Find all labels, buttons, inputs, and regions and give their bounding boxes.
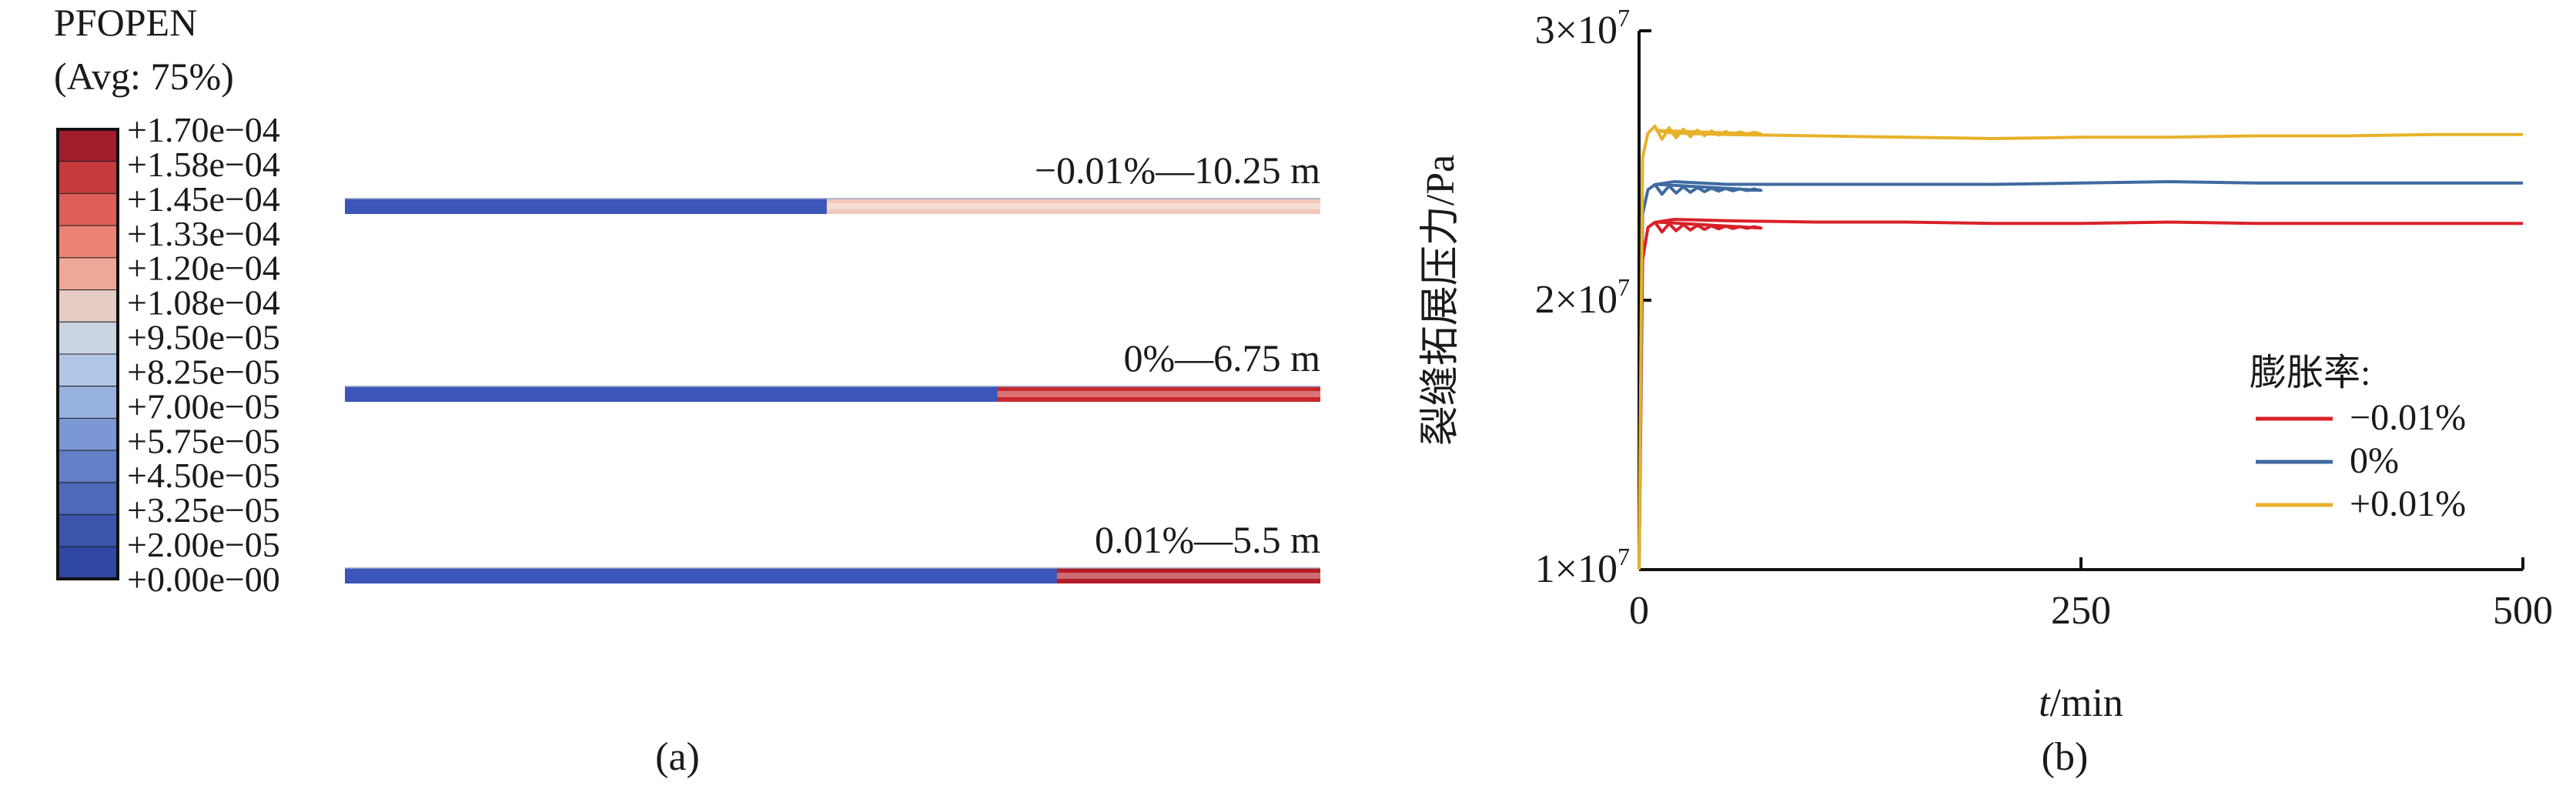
- y-tick-label: 2×107: [1535, 273, 1630, 322]
- legend-title: 膨胀率:: [2250, 353, 2370, 393]
- legend-tick-label: +1.20e−04: [127, 249, 280, 288]
- legend-color-band: [57, 129, 119, 162]
- legend-color-band: [57, 192, 119, 226]
- legend-tick-label: +1.33e−04: [127, 214, 280, 253]
- x-tick-label: 250: [2051, 589, 2111, 633]
- y-tick-base: 2×10: [1535, 278, 1618, 322]
- y-tick-exponent: 7: [1618, 4, 1630, 32]
- legend-item-label: −0.01%: [2350, 397, 2466, 438]
- legend-tick-label: +7.00e−05: [127, 386, 280, 426]
- legend-color-band: [57, 257, 119, 291]
- legend-color-band: [57, 450, 119, 483]
- legend-tick-label: +1.58e−04: [127, 145, 280, 184]
- panel-b: 1×107 2×107 3×107 0 250 500 膨胀率: −0.01% 0% +0.01…: [1324, 0, 2576, 785]
- legend-color-band: [57, 514, 119, 547]
- chart-series: [1638, 124, 2523, 570]
- y-tick-exponent: 7: [1618, 273, 1630, 301]
- panel-a: PFOPEN (Avg: 75%) +1.70e−04 +1.58e−04 +1.4…: [54, 1, 1320, 779]
- chart-legend: 膨胀率:−0.01%0%+0.01%: [2250, 353, 2466, 524]
- legend-color-band: [57, 161, 119, 194]
- legend-title: PFOPEN: [54, 1, 197, 44]
- legend-tick-label: +1.08e−04: [127, 283, 280, 323]
- legend-tick-label: +2.00e−05: [127, 525, 280, 564]
- legend-tick-label: +4.50e−05: [127, 456, 280, 495]
- x-tick-label: 0: [1629, 589, 1649, 633]
- strip-label: 0.01%—5.5 m: [1095, 518, 1320, 561]
- legend-tick-label: +1.45e−04: [127, 179, 280, 219]
- legend-tick-label: +0.00e−00: [127, 560, 280, 599]
- contour-figure: PFOPEN (Avg: 75%) +1.70e−04+1.58e−04+1.4…: [54, 1, 1320, 779]
- caption-b: (b): [2042, 735, 2089, 779]
- x-axis-label: t/min: [2039, 681, 2123, 725]
- y-tick-base: 1×10: [1535, 547, 1618, 591]
- legend-tick-label: +8.25e−05: [127, 352, 280, 391]
- legend-color-band: [57, 353, 119, 387]
- legend-tick-label: +9.50e−05: [127, 318, 280, 357]
- legend-item-label: 0%: [2350, 440, 2399, 481]
- strip-open-region: [826, 199, 1320, 214]
- x-axis-label-unit: /min: [2050, 681, 2123, 725]
- series-line: [1638, 124, 2523, 570]
- strip-highlight: [997, 391, 1320, 397]
- fracture-strips: −0.01%—10.25 m 0%—6.75 m 0.01%—5.5 m: [345, 149, 1320, 583]
- legend-subtitle: (Avg: 75%): [54, 55, 234, 98]
- legend-tick-label: +3.25e−05: [127, 490, 280, 530]
- legend-item-label: +0.01%: [2350, 483, 2466, 524]
- legend-color-band: [57, 321, 119, 355]
- y-tick-exponent: 7: [1618, 543, 1630, 570]
- strip-open-region: [1056, 568, 1320, 583]
- strip-label: −0.01%—10.25 m: [1035, 149, 1320, 192]
- color-legend-labels: +1.70e−04+1.58e−04+1.45e−04+1.33e−04+1.2…: [127, 110, 280, 599]
- strip-label: 0%—6.75 m: [1123, 336, 1320, 379]
- legend-color-band: [57, 482, 119, 516]
- strip-highlight: [1056, 573, 1320, 579]
- legend-bar-frame: [56, 128, 119, 580]
- legend-color-band: [57, 386, 119, 419]
- legend-tick-label: +1.70e−04: [127, 110, 280, 149]
- legend-tick-label: +5.75e−05: [127, 421, 280, 460]
- y-axis-label: 裂缝拓展压力/Pa: [1419, 155, 1463, 446]
- strip-open-region: [997, 386, 1320, 402]
- legend-color-band: [57, 289, 119, 323]
- x-tick-label: 500: [2493, 589, 2553, 633]
- legend-color-band: [57, 225, 119, 259]
- series-line: [1638, 218, 2523, 570]
- caption-a: (a): [655, 735, 700, 779]
- legend-color-band: [57, 417, 119, 451]
- y-tick-base: 3×10: [1535, 8, 1618, 52]
- color-legend-bar: [56, 128, 119, 580]
- series-line: [1638, 180, 2523, 570]
- strip-highlight: [826, 203, 1320, 209]
- x-axis-label-var: t: [2039, 681, 2051, 725]
- legend-color-band: [57, 546, 119, 580]
- y-tick-label: 3×107: [1535, 4, 1630, 52]
- y-tick-label: 1×107: [1535, 543, 1630, 591]
